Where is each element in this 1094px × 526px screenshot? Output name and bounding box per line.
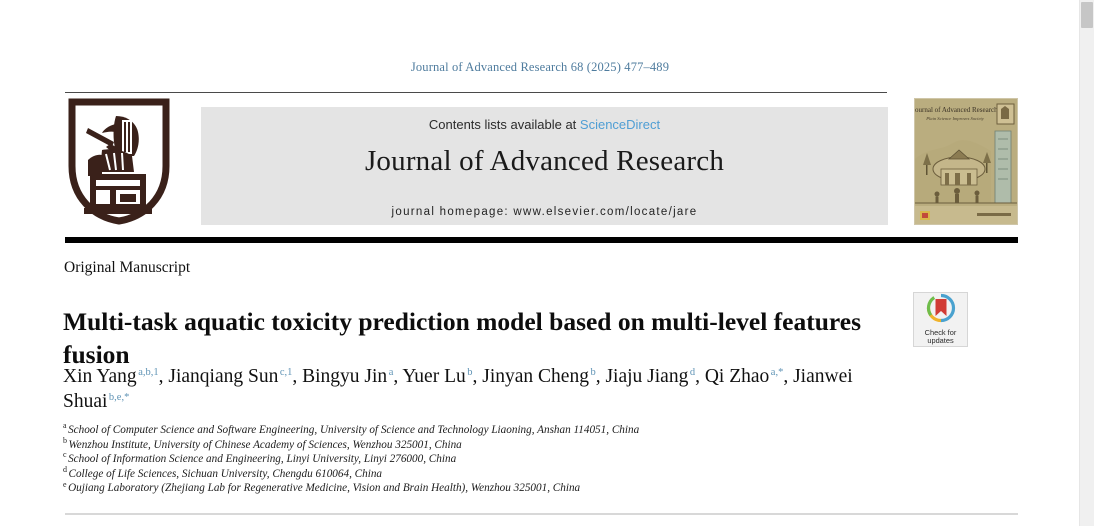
author-list: Xin Yang a,b,1, Jianqiang Sun c,1, Bingyu … bbox=[63, 366, 853, 412]
page-title: Multi-task aquatic toxicity prediction m… bbox=[63, 307, 862, 370]
author-name: Yuer Lu bbox=[402, 366, 466, 387]
crossmark-label-line1: Check for bbox=[924, 328, 957, 337]
author-name: Bingyu Jin bbox=[302, 366, 388, 387]
author-affiliation-mark: c,1 bbox=[279, 366, 293, 378]
affiliation-mark: b bbox=[63, 435, 67, 445]
author-name: Xin Yang bbox=[63, 366, 137, 387]
affiliation-item: b Wenzhou Institute, University of Chines… bbox=[63, 435, 963, 453]
article-type-label: Original Manuscript bbox=[64, 259, 191, 276]
elsevier-shield-icon bbox=[66, 98, 172, 225]
section-divider-bar bbox=[65, 237, 1018, 243]
author-name: Jiaju Jiang bbox=[605, 366, 689, 387]
affiliation-item: e Oujiang Laboratory (Zhejiang Lab for Re… bbox=[63, 479, 963, 496]
affiliation-text: Wenzhou Institute, University of Chinese… bbox=[68, 438, 462, 451]
affiliation-text: School of Computer Science and Software … bbox=[68, 424, 640, 436]
contents-prefix: Contents lists available at bbox=[428, 117, 580, 132]
author-affiliation-mark: b,e,* bbox=[108, 391, 130, 403]
affiliation-text: College of Life Sciences, Sichuan Univer… bbox=[68, 467, 383, 480]
author-affiliation-mark: a,* bbox=[770, 366, 784, 378]
journal-cover-thumbnail: Journal of Advanced Research Plain Scien… bbox=[914, 98, 1018, 225]
affiliation-text: School of Information Science and Engine… bbox=[68, 453, 457, 466]
affiliation-item: c School of Information Science and Engin… bbox=[63, 450, 963, 467]
contents-lists-line: Contents lists available at ScienceDirec… bbox=[201, 117, 888, 132]
author-name: Jianqiang Sun bbox=[168, 366, 279, 387]
journal-title: Journal of Advanced Research bbox=[364, 145, 725, 177]
author-affiliation-mark: a bbox=[388, 366, 394, 378]
affiliation-mark: e bbox=[63, 479, 67, 489]
crossmark-icon bbox=[926, 293, 955, 323]
author-affiliation-mark: b bbox=[590, 366, 596, 378]
svg-text:Plain Science Improves Society: Plain Science Improves Society bbox=[925, 116, 985, 121]
vertical-scrollbar-track[interactable] bbox=[1079, 0, 1094, 526]
sciencedirect-link[interactable]: ScienceDirect bbox=[579, 117, 661, 132]
affiliation-mark: d bbox=[63, 465, 67, 475]
vertical-scrollbar-thumb[interactable] bbox=[1081, 2, 1093, 28]
affiliation-item: d College of Life Sciences, Sichuan Unive… bbox=[63, 465, 963, 482]
affiliation-mark: c bbox=[63, 450, 67, 460]
affiliation-item: a School of Computer Science and Software… bbox=[63, 421, 963, 438]
affiliation-mark: a bbox=[63, 421, 67, 431]
affiliation-text: Oujiang Laboratory (Zhejiang Lab for Reg… bbox=[68, 482, 581, 495]
author-affiliation-mark: b bbox=[467, 366, 473, 378]
affiliation-list: a School of Computer Science and Software… bbox=[63, 421, 963, 496]
crossmark-label-line2: updates bbox=[927, 336, 954, 346]
masthead-top-rule bbox=[65, 92, 887, 93]
abstract-top-rule bbox=[65, 513, 1018, 515]
author-name: Qi Zhao bbox=[704, 366, 770, 387]
crossmark-check-for-updates-badge[interactable]: Check for updates bbox=[913, 292, 968, 347]
author-affiliation-mark: a,b,1 bbox=[138, 366, 159, 378]
journal-homepage[interactable]: journal homepage: www.elsevier.com/locat… bbox=[391, 206, 698, 218]
author-name: Jianwei Shuai bbox=[63, 366, 853, 412]
running-head: Journal of Advanced Research 68 (2025) 4… bbox=[410, 60, 670, 74]
author-name: Jinyan Cheng bbox=[482, 366, 589, 387]
svg-text:Journal of Advanced Research: Journal of Advanced Research bbox=[915, 106, 998, 114]
author-affiliation-mark: d bbox=[689, 366, 696, 378]
journal-masthead: Contents lists available at ScienceDirec… bbox=[201, 107, 888, 225]
